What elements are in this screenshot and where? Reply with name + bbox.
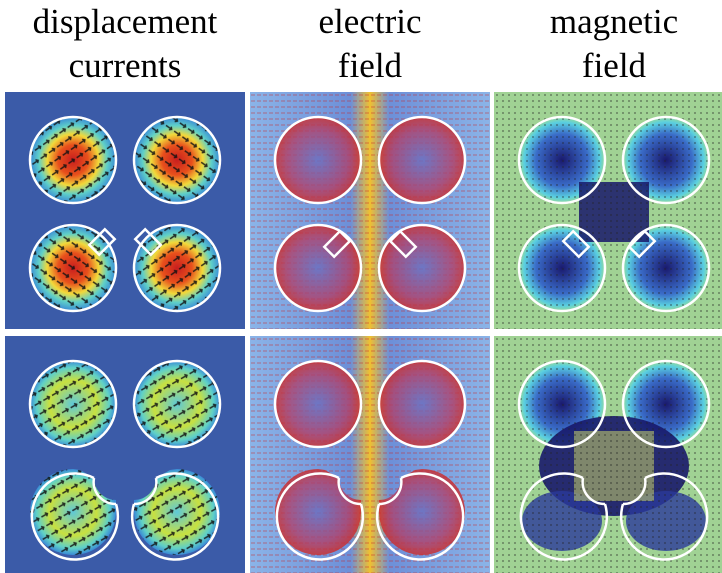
panel-electric-field-row2 xyxy=(250,336,490,573)
column-title-magnetic-field: magnetic field xyxy=(494,0,722,88)
field-map-displacement-row1 xyxy=(5,92,245,329)
field-map-electric-row1 xyxy=(250,92,490,329)
column-title-line1: electric xyxy=(318,2,422,41)
field-map-magnetic-row2 xyxy=(494,336,722,573)
column-title-line1: magnetic xyxy=(549,2,679,41)
column-title-line2: field xyxy=(337,46,403,85)
field-map-electric-row2 xyxy=(250,336,490,573)
column-title-line2: currents xyxy=(68,46,182,85)
column-title-displacement-currents: displacement currents xyxy=(5,0,245,88)
column-title-electric-field: electric field xyxy=(250,0,490,88)
field-map-displacement-row2 xyxy=(5,336,245,573)
column-title-line1: displacement xyxy=(32,2,218,41)
panel-magnetic-field-row2 xyxy=(494,336,722,573)
panel-magnetic-field-row1 xyxy=(494,92,722,329)
column-title-line2: field xyxy=(581,46,647,85)
field-map-magnetic-row1 xyxy=(494,92,722,329)
panel-displacement-currents-row1 xyxy=(5,92,245,329)
panel-displacement-currents-row2 xyxy=(5,336,245,573)
panel-electric-field-row1 xyxy=(250,92,490,329)
